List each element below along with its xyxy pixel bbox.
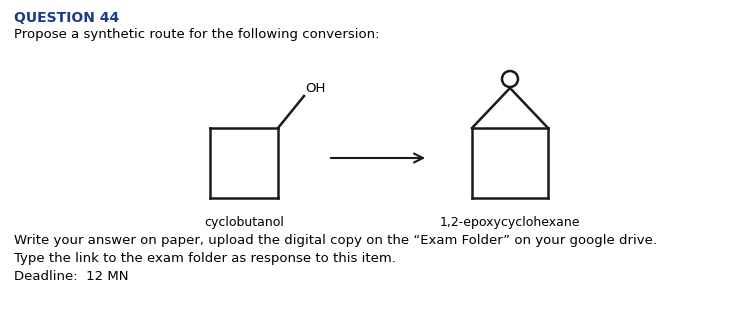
Text: Type the link to the exam folder as response to this item.: Type the link to the exam folder as resp…: [14, 252, 396, 265]
Text: Deadline:  12 MN: Deadline: 12 MN: [14, 270, 129, 283]
Circle shape: [502, 71, 518, 87]
Text: OH: OH: [305, 82, 325, 95]
Text: QUESTION 44: QUESTION 44: [14, 11, 119, 25]
Text: 1,2-epoxycyclohexane: 1,2-epoxycyclohexane: [440, 216, 580, 229]
Text: cyclobutanol: cyclobutanol: [204, 216, 284, 229]
Text: Write your answer on paper, upload the digital copy on the “Exam Folder” on your: Write your answer on paper, upload the d…: [14, 234, 657, 247]
Text: Propose a synthetic route for the following conversion:: Propose a synthetic route for the follow…: [14, 28, 379, 41]
